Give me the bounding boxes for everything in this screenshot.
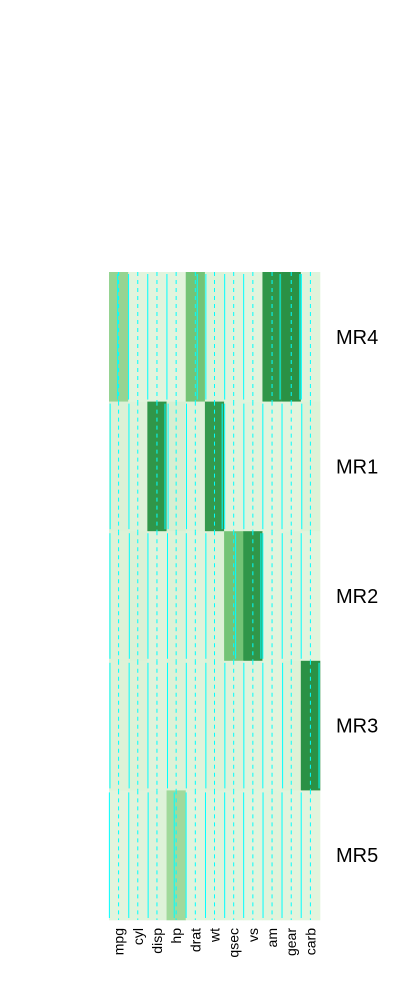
column-label-vs: vs <box>245 928 261 942</box>
column-label-gear: gear <box>283 928 299 956</box>
row-label-MR4: MR4 <box>336 327 378 349</box>
row-label-MR5: MR5 <box>336 845 378 867</box>
column-labels: mpg cyl disp hp drat wt qsec vs am gear carb <box>111 928 319 958</box>
row-label-MR1: MR1 <box>336 456 378 478</box>
column-label-drat: drat <box>187 928 203 952</box>
column-label-wt: wt <box>207 928 223 943</box>
row-label-MR2: MR2 <box>336 586 378 608</box>
row-label-MR3: MR3 <box>336 716 378 738</box>
column-label-hp: hp <box>168 928 184 944</box>
row-labels: MR4 MR1 MR2 MR3 MR5 <box>336 327 378 867</box>
column-label-am: am <box>264 928 280 947</box>
column-label-qsec: qsec <box>226 928 242 958</box>
column-label-cyl: cyl <box>130 928 146 945</box>
trace-lines <box>108 272 320 920</box>
column-label-mpg: mpg <box>111 928 127 955</box>
column-label-disp: disp <box>149 928 165 954</box>
column-label-carb: carb <box>302 928 318 955</box>
